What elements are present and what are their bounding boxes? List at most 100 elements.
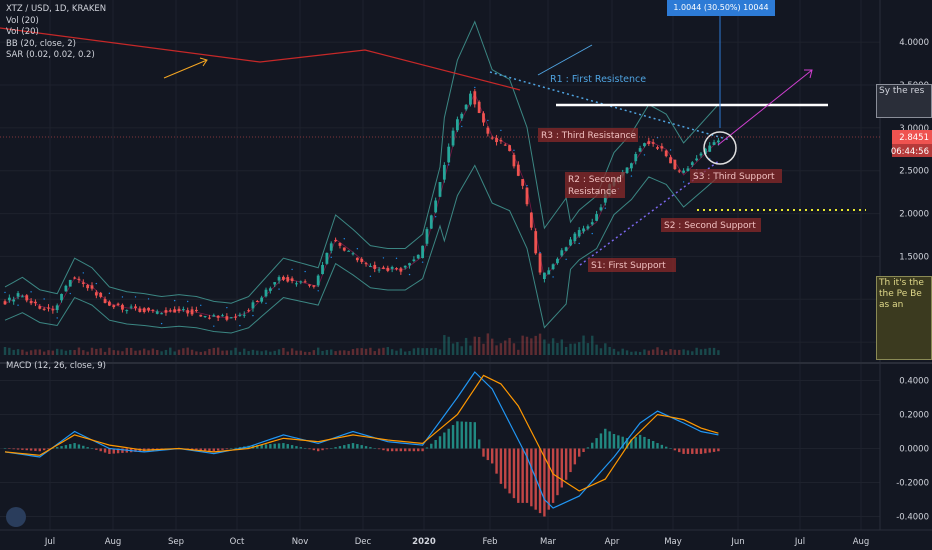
candle-body: [469, 93, 472, 105]
volume-bar: [530, 338, 533, 355]
volume-bar: [625, 350, 629, 355]
macd-histogram-bar: [108, 448, 111, 454]
macd-histogram-bar: [634, 437, 637, 449]
volume-bar: [108, 347, 111, 355]
volume-bar: [482, 343, 485, 355]
macd-histogram-bar: [456, 421, 459, 449]
macd-histogram-bar: [360, 445, 363, 449]
sar-dot: [95, 282, 98, 285]
volume-bar: [499, 343, 503, 355]
candle-body: [503, 144, 507, 146]
macd-histogram-bar: [203, 448, 207, 451]
macd-tick-label: 0.2000: [899, 411, 929, 421]
volume-bar: [138, 350, 142, 355]
time-tick-label: Jul: [794, 537, 805, 547]
candle-body: [408, 263, 411, 266]
volume-bar: [256, 350, 259, 355]
candle-body: [112, 305, 116, 308]
tradingview-logo-icon[interactable]: [6, 507, 26, 527]
candle-body: [451, 130, 455, 146]
candle-body: [168, 310, 172, 312]
candle-body: [442, 164, 446, 180]
annotation-label: R1 : First Resistence: [550, 74, 646, 85]
candle-body: [21, 296, 24, 298]
sar-dot: [408, 273, 411, 276]
volume-bar: [538, 333, 542, 355]
volume-bar: [221, 350, 224, 355]
candle-body: [717, 140, 720, 143]
candle-body: [81, 282, 85, 284]
macd-histogram-bar: [543, 448, 546, 517]
candle-body: [495, 137, 498, 143]
sar-dot: [369, 275, 372, 278]
macd-histogram-bar: [230, 448, 233, 449]
macd-histogram-bar: [582, 448, 585, 453]
volume-bar: [282, 347, 285, 355]
candle-body: [216, 315, 220, 318]
candle-body: [364, 263, 368, 265]
candle-body: [686, 168, 690, 171]
sar-dot: [382, 257, 385, 259]
volume-bar: [21, 349, 24, 355]
legend-symbol: XTZ / USD, 1D, KRAKEN: [6, 4, 107, 14]
macd-histogram-bar: [269, 444, 272, 449]
macd-histogram-bar: [704, 448, 707, 454]
volume-bar: [317, 347, 320, 355]
macd-histogram-bar: [377, 448, 381, 450]
annotation-label: R2 : Second: [568, 175, 622, 185]
macd-histogram-bar: [669, 448, 672, 449]
volume-bar: [160, 351, 163, 355]
candle-body: [643, 143, 646, 147]
volume-bar: [286, 351, 289, 355]
volume-bar: [3, 347, 7, 355]
volume-bar: [612, 348, 616, 355]
countdown-label: 06:44:56: [891, 147, 929, 157]
macd-histogram-bar: [621, 436, 624, 449]
macd-histogram-bar: [417, 448, 420, 452]
candle-body: [499, 140, 503, 142]
candle-body: [525, 187, 529, 205]
sar-dot: [474, 86, 476, 89]
candle-body: [99, 292, 103, 297]
macd-histogram-bar: [395, 448, 398, 452]
volume-bar: [669, 349, 672, 355]
macd-histogram-bar: [60, 446, 63, 449]
volume-bar: [260, 351, 263, 355]
macd-histogram-bar: [295, 446, 298, 449]
volume-bar: [495, 345, 498, 355]
candle-body: [429, 215, 433, 229]
macd-histogram-bar: [260, 444, 263, 449]
sar-dot: [291, 268, 293, 271]
candle-body: [482, 113, 485, 123]
chart-legend: XTZ / USD, 1D, KRAKEN Vol (20) Vol (20) …: [6, 4, 106, 62]
candle-body: [351, 253, 355, 255]
candle-body: [647, 141, 651, 144]
volume-bar: [573, 343, 577, 355]
volume-bar: [417, 347, 420, 355]
volume-bar: [678, 349, 681, 355]
time-tick-label: Nov: [292, 537, 309, 547]
macd-histogram-bar: [512, 448, 516, 499]
candle-body: [360, 258, 364, 262]
candle-body: [125, 310, 129, 312]
sar-dot: [487, 119, 489, 122]
annotation-label: Resistance: [568, 187, 617, 197]
red-trend-line: [0, 27, 521, 91]
candle-body: [630, 163, 633, 169]
candle-body: [29, 301, 33, 304]
volume-bar: [404, 351, 407, 355]
volume-bar: [216, 347, 220, 355]
volume-bar: [547, 343, 550, 355]
candle-body: [369, 266, 372, 268]
macd-histogram-bar: [99, 448, 102, 452]
volume-bar: [447, 336, 450, 355]
target-arrow-head: [804, 69, 813, 79]
candle-body: [703, 148, 707, 155]
macd-histogram-bar: [408, 448, 411, 452]
macd-histogram-bar: [234, 447, 237, 449]
macd-histogram-bar: [591, 442, 594, 449]
current-price-badge: [892, 130, 932, 144]
candle-body: [255, 301, 259, 303]
